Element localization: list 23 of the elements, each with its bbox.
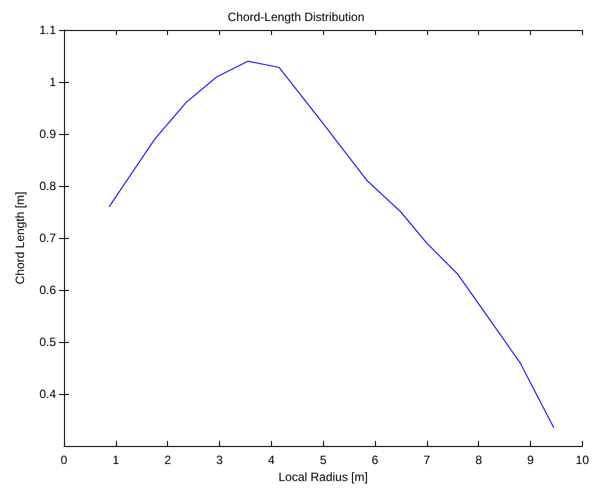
y-tick-label: 1.1 <box>39 23 56 37</box>
chart-title: Chord-Length Distribution <box>228 10 364 24</box>
x-tick-label: 5 <box>320 453 327 467</box>
x-tick-label: 10 <box>576 453 590 467</box>
x-tick-label: 3 <box>216 453 224 467</box>
x-tick-label: 6 <box>372 453 379 467</box>
x-tick-label: 2 <box>164 453 172 467</box>
y-tick-label: 0.6 <box>39 283 56 297</box>
y-tick-label: 1 <box>49 75 56 89</box>
x-tick-label: 4 <box>268 453 275 467</box>
x-tick-label: 0 <box>60 453 68 467</box>
y-axis-title: Chord Length [m] <box>13 192 27 284</box>
line-series <box>108 60 554 428</box>
y-tick-label: 0.8 <box>39 179 56 193</box>
y-tick-label: 0.5 <box>39 335 56 349</box>
x-tick-label: 1 <box>112 453 120 467</box>
y-tick-label: 0.7 <box>39 231 56 245</box>
x-tick-label: 7 <box>423 453 430 467</box>
x-axis-title: Local Radius [m] <box>278 470 368 484</box>
x-tick-label: 9 <box>527 453 534 467</box>
y-tick-label: 0.9 <box>39 127 56 141</box>
y-tick-label: 0.4 <box>39 387 56 401</box>
x-tick-label: 8 <box>475 453 482 467</box>
